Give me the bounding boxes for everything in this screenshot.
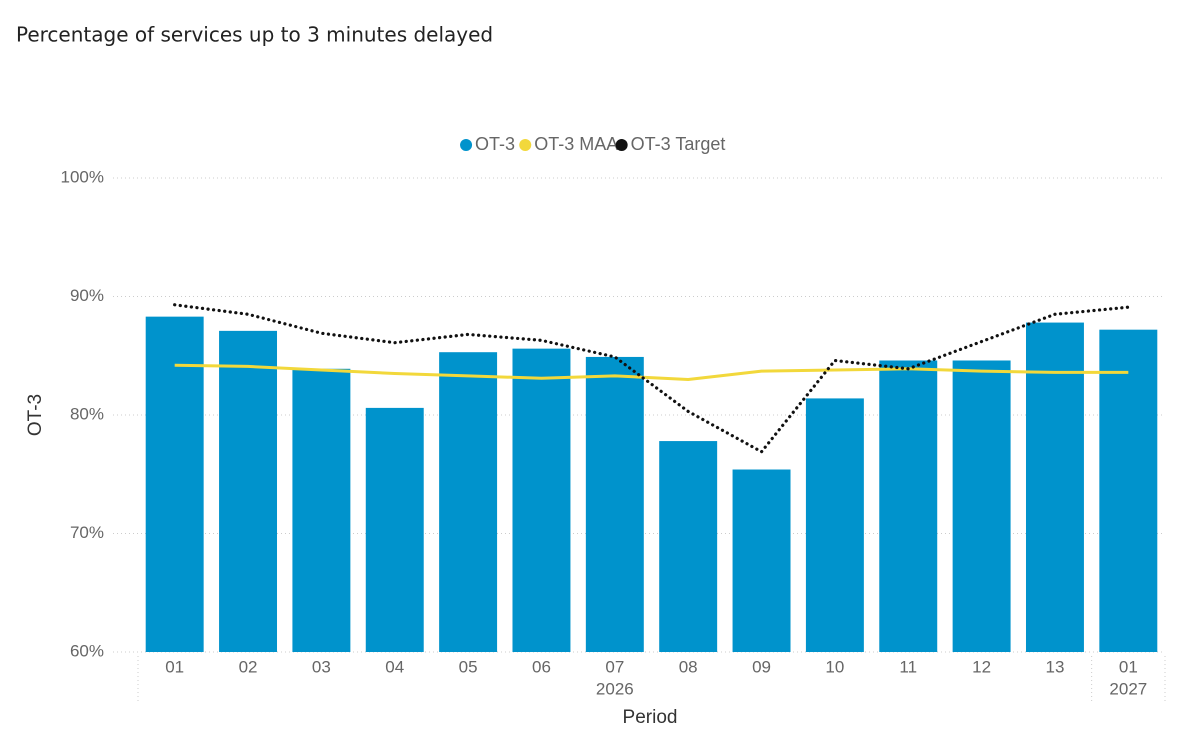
- y-tick-label: 90%: [70, 286, 104, 305]
- x-tick-label: 01: [1119, 657, 1138, 676]
- bar: [439, 352, 498, 652]
- x-tick-label: 08: [679, 657, 698, 676]
- legend-marker: [615, 139, 628, 151]
- bar: [145, 316, 204, 652]
- bar: [365, 407, 424, 652]
- x-group-label: 2026: [596, 679, 634, 698]
- x-tick-label: 09: [752, 657, 771, 676]
- x-tick-label: 01: [165, 657, 184, 676]
- legend-label: OT-3: [475, 134, 515, 154]
- x-tick-label: 12: [972, 657, 991, 676]
- x-tick-label: 04: [385, 657, 404, 676]
- x-tick-label: 03: [312, 657, 331, 676]
- legend-label: OT-3 MAA: [534, 134, 618, 154]
- y-tick-label: 100%: [61, 167, 104, 186]
- bar: [512, 348, 571, 652]
- bar: [732, 469, 791, 652]
- y-tick-label: 70%: [70, 523, 104, 542]
- legend-marker: [460, 139, 473, 151]
- line-series: [173, 303, 1130, 454]
- bar: [805, 398, 864, 652]
- x-tick-label: 06: [532, 657, 551, 676]
- chart-title: Percentage of services up to 3 minutes d…: [16, 23, 493, 47]
- x-tick-label: 13: [1046, 657, 1065, 676]
- bar: [1025, 322, 1084, 652]
- bar: [1099, 329, 1158, 652]
- x-tick-label: 02: [239, 657, 258, 676]
- y-axis-title: OT-3: [25, 394, 46, 436]
- x-tick-label: 11: [899, 657, 917, 676]
- bar: [292, 368, 351, 652]
- legend-marker: [519, 139, 532, 151]
- bar: [659, 441, 718, 652]
- line-series: [174, 363, 1129, 381]
- bar: [952, 360, 1011, 652]
- x-axis-title: Period: [623, 707, 678, 728]
- x-tick-label: 05: [459, 657, 478, 676]
- bar: [219, 330, 278, 652]
- bar: [879, 360, 938, 652]
- x-group-label: 2027: [1109, 679, 1147, 698]
- bar: [585, 356, 644, 652]
- x-tick-label: 07: [605, 657, 624, 676]
- legend-label: OT-3 Target: [631, 134, 726, 154]
- x-tick-label: 10: [825, 657, 844, 676]
- y-tick-label: 80%: [70, 404, 104, 423]
- y-tick-label: 60%: [70, 641, 104, 660]
